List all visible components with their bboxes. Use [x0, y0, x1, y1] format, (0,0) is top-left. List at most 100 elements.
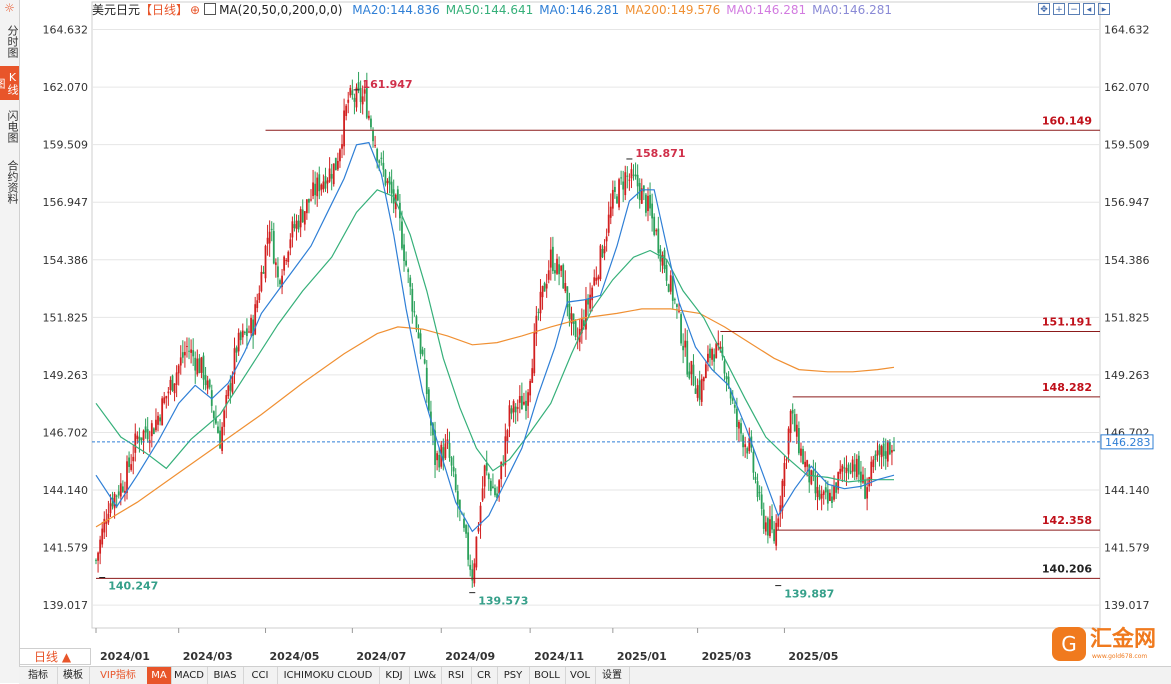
candle-body-49 [196, 358, 199, 375]
bottom-tab-9[interactable]: LW& [409, 667, 442, 684]
bottom-tab-3[interactable]: MA [147, 667, 172, 684]
candle-body-320 [756, 481, 759, 498]
candle-body-341 [800, 448, 802, 456]
legend-entry-3: MA200:149.576 [625, 3, 721, 17]
candle-body-75 [250, 317, 252, 334]
zoom-out-icon[interactable]: − [1068, 3, 1080, 15]
candle-body-122 [347, 99, 350, 103]
candle-body-291 [696, 385, 699, 398]
side-tab-0[interactable]: 分时图 [6, 24, 19, 58]
candle-body-180 [467, 532, 470, 560]
legend-entry-5: MA0:146.281 [812, 3, 893, 17]
candle-body-311 [738, 421, 740, 429]
candle-body-208 [525, 400, 527, 412]
candle-body-29 [155, 419, 157, 431]
candle-body-215 [539, 291, 542, 314]
candle-body-36 [169, 379, 172, 390]
candle-body-73 [246, 328, 248, 337]
candle-body-349 [816, 486, 819, 498]
candle-body-384 [888, 442, 891, 455]
candle-body-321 [758, 492, 761, 494]
bottom-tab-14[interactable]: VOL [565, 667, 596, 684]
candle-body-39 [175, 372, 178, 385]
candle-body-296 [707, 353, 709, 363]
refresh-icon[interactable]: ⊕ [190, 3, 201, 17]
bottom-tab-7[interactable]: ICHIMOKU CLOUD [277, 667, 380, 684]
candle-body-287 [688, 371, 691, 379]
arrow-right-icon[interactable]: ▸ [1098, 3, 1110, 15]
chart-header: 美元日元【日线】 ⊕ MA(20,50,0,200,0,0) MA20:144.83… [92, 2, 904, 18]
candle-body-84 [268, 231, 271, 244]
candle-body-13 [121, 486, 124, 492]
ma200-line [95, 308, 895, 528]
candle-body-112 [326, 180, 329, 184]
bottom-tab-5[interactable]: BIAS [207, 667, 244, 684]
side-tab-2[interactable]: 闪电图 [6, 109, 19, 143]
bottom-tab-10[interactable]: RSI [441, 667, 472, 684]
candle-body-315 [746, 448, 749, 454]
move-icon[interactable]: ✥ [1038, 3, 1050, 15]
candle-body-380 [880, 446, 883, 458]
candle-body-109 [320, 184, 323, 190]
bottom-tab-8[interactable]: KDJ [379, 667, 410, 684]
candle-body-276 [665, 265, 668, 281]
candle-body-151 [407, 269, 410, 273]
candle-body-67 [233, 348, 236, 375]
bottom-tab-4[interactable]: MACD [171, 667, 208, 684]
candle-body-279 [671, 276, 674, 301]
candle-body-368 [855, 458, 858, 477]
candle-body-361 [841, 465, 844, 472]
bottom-tab-12[interactable]: PSY [497, 667, 530, 684]
bottom-tab-0[interactable]: 指标 [19, 667, 58, 684]
extreme-label-4: 139.887 [784, 588, 834, 601]
sun-gear-icon[interactable]: ☼ [4, 1, 15, 15]
period-selector[interactable]: 日线 ▲ [19, 648, 91, 665]
candle-body-25 [146, 429, 149, 440]
candle-body-307 [729, 389, 732, 399]
candle-body-160 [425, 367, 428, 395]
candle-body-346 [810, 470, 813, 485]
bottom-tab-13[interactable]: BOLL [529, 667, 566, 684]
bottom-tab-2[interactable]: VIP指标 [89, 667, 148, 684]
extreme-label-2: 140.247 [108, 580, 158, 593]
candle-body-104 [310, 199, 312, 201]
bottom-tab-15[interactable]: 设置 [595, 667, 630, 684]
candle-body-191 [489, 480, 492, 492]
candle-body-185 [477, 528, 480, 532]
candle-body-21 [138, 436, 141, 443]
candle-body-189 [485, 462, 488, 471]
candle-body-23 [142, 430, 145, 441]
candle-body-106 [314, 183, 317, 196]
candle-body-47 [192, 350, 195, 357]
candle-body-95 [291, 221, 294, 238]
candle-body-228 [566, 286, 569, 308]
bottom-tab-6[interactable]: CCI [243, 667, 278, 684]
candle-body-257 [626, 175, 629, 177]
y-tick-left-6: 149.263 [43, 369, 89, 382]
candle-body-306 [727, 376, 730, 386]
arrow-left-icon[interactable]: ◂ [1083, 3, 1095, 15]
candle-body-156 [417, 332, 420, 339]
candle-body-92 [285, 260, 288, 262]
candle-body-172 [450, 457, 453, 466]
candle-body-150 [405, 260, 408, 266]
x-tick-7: 2025/03 [702, 650, 752, 663]
candle-body-80 [260, 271, 263, 292]
period-tag[interactable]: 【日线】 [140, 3, 189, 17]
side-tab-3[interactable]: 合约资料 [6, 160, 19, 204]
bottom-tab-11[interactable]: CR [471, 667, 498, 684]
candle-body-14 [124, 490, 126, 493]
bottom-tab-1[interactable]: 模板 [57, 667, 90, 684]
indicator-icon[interactable] [204, 3, 217, 15]
candle-body-245 [601, 249, 604, 258]
candle-body-203 [514, 406, 517, 413]
candle-body-218 [545, 284, 548, 289]
candle-body-204 [516, 407, 519, 409]
candle-body-318 [752, 451, 755, 473]
candle-body-206 [520, 395, 523, 410]
candle-body-325 [766, 518, 769, 536]
side-tab-1[interactable]: K线图 [0, 66, 19, 100]
y-tick-left-9: 141.579 [43, 542, 89, 555]
zoom-in-icon[interactable]: + [1053, 3, 1065, 15]
